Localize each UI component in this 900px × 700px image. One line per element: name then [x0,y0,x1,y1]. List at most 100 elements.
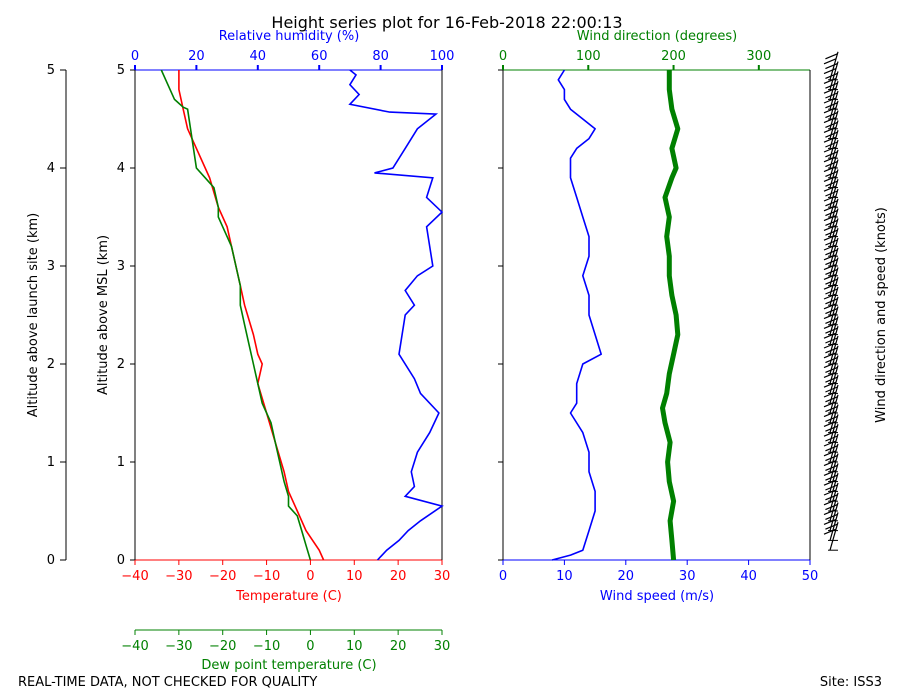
wind-direction-tick-label: 0 [499,49,507,64]
wind-barb [823,218,839,247]
wind-barb-flag [823,499,837,506]
dewpoint-tick-label: −10 [253,639,280,654]
wind-barb-staff [829,492,839,521]
temperature-axis-label: Temperature (C) [235,589,342,604]
wind-barb-staff [829,355,839,384]
relative-humidity-line [348,69,444,561]
wind-barb-flag [823,342,837,349]
thermo-panel: 0 0 1 1 2 2 3 3 4 4 5 5 −40 −30 −20 −10 0 10 20 30 −40 −30 −20… [47,49,455,654]
wind-barb-flag [823,126,837,133]
wind-speed-axis-label: Wind speed (m/s) [600,589,714,604]
wind-barb [823,326,839,355]
wind-barb-staff [829,51,839,80]
wind-barb [823,149,839,179]
wind-barb [823,188,839,218]
wind-barb-flag [823,185,837,192]
wind-barb-staff [829,257,839,286]
wind-barb-flag [823,509,837,516]
wind-barb [823,139,839,169]
wind-barb-flag [823,381,837,388]
wind-barb-flag [823,273,837,280]
msl-ytick-label: 5 [117,63,125,78]
wind-barb-staff [829,443,839,472]
wind-barb [823,394,839,424]
wind-barb-flag [823,244,837,251]
wind-barb-flag [823,195,837,202]
wind-barb [823,51,839,81]
wind-barb-staff [829,286,839,316]
wind-barb-staff [829,453,839,482]
wind-barb-staff [829,90,839,120]
wind-barb-flag [823,460,837,467]
wind-speed-tick-label: 40 [740,569,757,584]
rh-tick-label: 100 [430,49,455,64]
wind-direction-tick-label: 300 [746,49,771,64]
temperature-tick-label: 30 [434,569,451,584]
wind-barb-staff [829,228,839,257]
wind-barb [823,61,839,91]
wind-barb-flag [823,411,837,418]
wind-barb-flag [823,215,837,222]
wind-direction-axis-label: Wind direction (degrees) [577,29,737,44]
outer-ytick-label: 0 [47,553,55,568]
wind-barb-flag [823,303,837,310]
rh-tick-label: 80 [372,49,389,64]
wind-barb-staff [829,159,839,188]
dewpoint-tick-label: 20 [390,639,407,654]
wind-barb-flag [823,479,837,486]
wind-barb-staff [829,522,839,551]
site-label: Site: ISS3 [820,675,882,690]
wind-barb-staff [829,365,839,394]
temperature-line [178,70,325,561]
temperature-tick-label: −40 [121,569,148,584]
wind-barb-staff [829,267,839,296]
wind-barb-flag [823,283,837,290]
wind-barb-flag [823,469,837,476]
rh-tick-label: 0 [131,49,139,64]
wind-barb-staff [829,81,839,110]
wind-barb-staff [829,384,839,414]
quality-note: REAL-TIME DATA, NOT CHECKED FOR QUALITY [18,675,317,690]
temperature-tick-label: 20 [390,569,407,584]
wind-barb-flag [823,166,837,173]
wind-barb-staff [829,169,839,198]
wind-barb-staff [829,188,839,218]
wind-barb-staff [829,316,839,345]
wind-barb-flag [823,58,837,65]
wind-direction-tick-label: 200 [661,49,686,64]
wind-barb-staff [829,345,839,374]
wind-barb-flag [823,518,837,525]
dewpoint-tick-label: 10 [346,639,363,654]
dewpoint-tick-label: −40 [121,639,148,654]
wind-barb-staff [829,139,839,169]
wind-speed-tick-label: 20 [618,569,635,584]
outer-ytick-label: 5 [47,63,55,78]
rh-axis-label: Relative humidity (%) [219,29,360,44]
wind-barb-flag [823,352,837,359]
wind-barb-staff [829,247,839,276]
wind-barb-staff [829,277,839,306]
wind-barb-flag [823,264,837,271]
wind-barb-flag [823,224,837,231]
wind-barb [823,71,839,100]
wind-barb-staff [829,335,839,365]
temperature-tick-label: −20 [209,569,236,584]
msl-altitude-label: Altitude above MSL (km) [96,235,111,395]
wind-barb-staff [829,218,839,247]
wind-barb-flag [823,528,837,535]
wind-speed-line [551,69,602,561]
dewpoint-tick-label: −30 [165,639,192,654]
wind-panel: 0 10 20 30 40 50 0 100 200 300 [498,49,839,584]
wind-barb-flag [823,332,837,339]
wind-barb-staff [829,237,839,267]
wind-barb-flag [823,68,837,75]
msl-ytick-label: 3 [117,259,125,274]
wind-speed-tick-label: 10 [556,569,573,584]
dewpoint-tick-label: 30 [434,639,451,654]
wind-barb [823,433,839,463]
msl-ytick-label: 4 [117,161,125,176]
wind-barb-flag [823,146,837,153]
outer-ytick-label: 4 [47,161,55,176]
wind-barb-staff [829,463,839,492]
